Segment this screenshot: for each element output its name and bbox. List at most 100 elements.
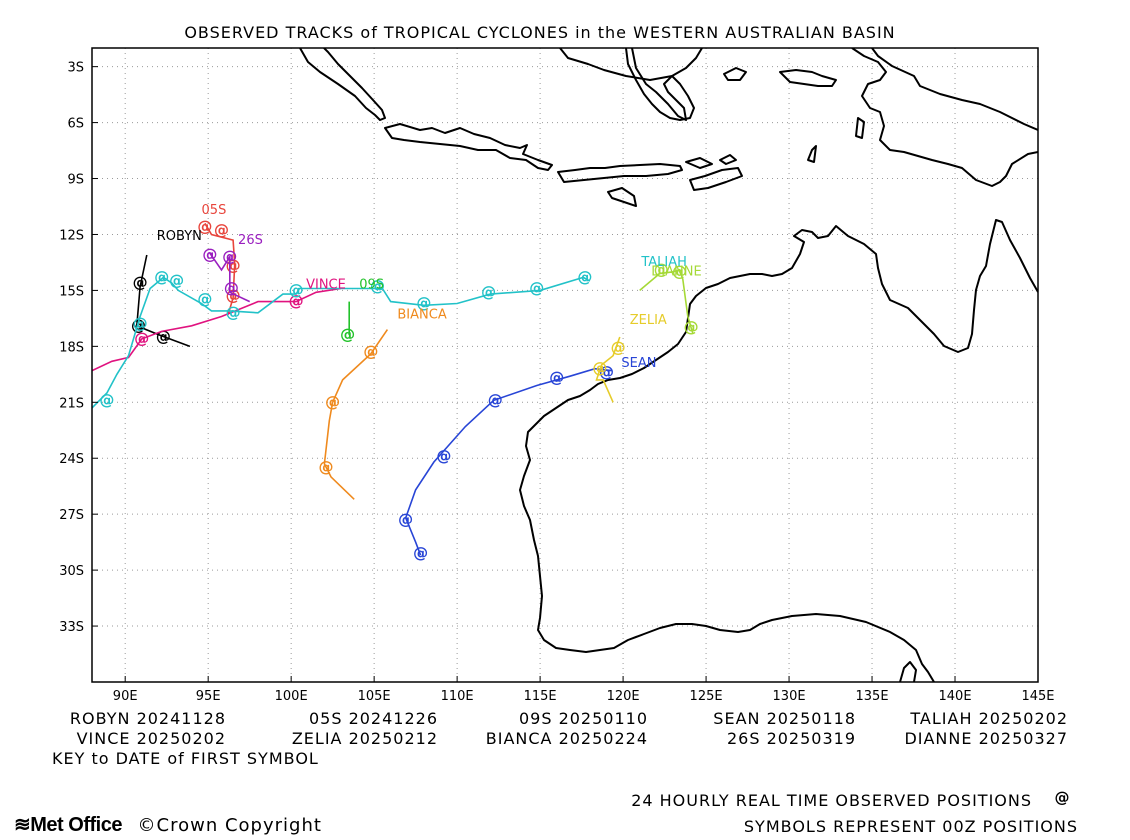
cyclone-position-symbol: @: [413, 544, 428, 562]
cyclone-position-symbol: @: [592, 359, 607, 377]
met-office-logo: ≋Met Office: [14, 814, 122, 836]
legend-entry: 26S 20250319: [727, 729, 856, 748]
cyclone-label-26s: 26S: [238, 233, 263, 248]
legend-first-date: 20250202: [979, 709, 1068, 728]
cyclone-label-zelia: ZELIA: [630, 313, 667, 328]
cyclone-position-symbol: @: [529, 279, 544, 297]
cyclone-position-symbol: @: [214, 221, 229, 239]
cyclone-position-symbol: @: [131, 316, 146, 334]
legend-entry: 09S 20250110: [519, 709, 648, 728]
legend-first-date: 20250212: [349, 729, 438, 748]
coastline-new-guinea: [851, 48, 1038, 187]
cyclone-position-symbol: @: [481, 283, 496, 301]
cyclone-position-symbol: @: [672, 262, 687, 280]
cyclone-label-dianne: DIANNE: [651, 264, 701, 279]
lon-tick-label: 110E: [441, 689, 474, 704]
axis-ticks: 90E 95E 100E 105E 110E 115E 120E 125E 130E 135E 14…: [59, 61, 1054, 704]
lat-tick-label: 6S: [67, 117, 84, 132]
cyclone-position-symbol: @: [154, 268, 169, 286]
legend-cyclone-name: DIANNE: [904, 729, 978, 748]
footer: ≋Met Office ©Crown Copyright: [14, 812, 322, 837]
coastlines: [299, 48, 1038, 682]
legend-entry: SEAN 20250118: [713, 709, 856, 728]
legend-cyclone-name: 09S: [519, 709, 559, 728]
lat-tick-label: 21S: [59, 396, 84, 411]
legend-first-date: 20250319: [767, 729, 856, 748]
legend-cyclone-name: BIANCA: [486, 729, 559, 748]
cyclone-label-09s: 09S: [359, 278, 384, 293]
lat-tick-label: 30S: [59, 564, 84, 579]
copyright-text: Crown Copyright: [156, 815, 322, 836]
cyclone-position-symbol: @: [654, 260, 669, 278]
cyclone-sean: @@@@@@: [398, 363, 614, 562]
legend-entry: TALIAH 20250202: [909, 709, 1068, 728]
legend-cyclone-name: VINCE: [77, 729, 137, 748]
coastline-buru: [723, 67, 747, 81]
positions-note-line2: SYMBOLS REPRESENT 00Z POSITIONS: [744, 817, 1078, 836]
cyclone-position-symbol: @: [436, 447, 451, 465]
lat-tick-label: 12S: [59, 228, 84, 243]
graticule-grid: [92, 48, 1039, 682]
legend-cyclone-name: 26S: [727, 729, 767, 748]
cyclone-position-symbol: @: [611, 339, 626, 357]
coastline-wetar: [719, 154, 737, 165]
cyclone-label-taliah: TALIAH: [640, 255, 687, 270]
coastline-timor-north: [685, 157, 713, 169]
lat-tick-label: 15S: [59, 284, 84, 299]
cyclone-position-symbol: @: [325, 393, 340, 411]
cyclone-position-symbol: @: [289, 292, 304, 310]
cyclone-position-symbol: @: [370, 277, 385, 295]
cyclone-label-robyn: ROBYN: [157, 229, 202, 244]
cyclone-position-symbol: @: [222, 247, 237, 265]
lon-tick-label: 115E: [524, 689, 557, 704]
met-office-wave-icon: ≋: [14, 814, 31, 836]
track-05s: [204, 222, 236, 315]
legend-first-date: 20250224: [559, 729, 648, 748]
legend-entry: ROBYN 20241128: [70, 709, 226, 728]
lon-tick-label: 130E: [773, 689, 806, 704]
track-26s: [209, 252, 251, 303]
coastline-aru: [855, 117, 865, 139]
lat-tick-label: 9S: [67, 173, 84, 188]
legend-first-date: 20250327: [979, 729, 1068, 748]
legend-first-date: 20250202: [137, 729, 226, 748]
coastline-sumatra: [299, 48, 386, 121]
coastline-tanimbar: [807, 145, 817, 163]
legend-entry: DIANNE 20250327: [904, 729, 1068, 748]
lon-tick-label: 100E: [275, 689, 308, 704]
legend-entry: BIANCA 20250224: [486, 729, 648, 748]
cyclone-position-symbol: @: [197, 218, 212, 236]
map-frame: [91, 47, 1039, 683]
cyclone-position-symbol: @: [289, 281, 304, 299]
met-office-logo-text: Met Office: [30, 814, 122, 836]
cyclone-label-05s: 05S: [202, 203, 227, 218]
cyclone-symbol-key-icon: @: [1055, 789, 1070, 807]
lon-tick-label: 125E: [690, 689, 723, 704]
cyclone-position-symbol: @: [319, 458, 334, 476]
track-sean: [404, 367, 612, 556]
track-taliah: [92, 276, 591, 409]
legend-entry: 05S 20241226: [309, 709, 438, 728]
cyclone-position-symbol: @: [134, 329, 149, 347]
legend-entry: VINCE 20250202: [77, 729, 226, 748]
positions-note-line1: 24 HOURLY REAL TIME OBSERVED POSITIONS: [631, 791, 1032, 810]
lat-tick-label: 3S: [67, 61, 84, 76]
cyclone-09s: @: [340, 301, 355, 344]
legend-first-date: 20241128: [137, 709, 226, 728]
lon-tick-label: 90E: [113, 689, 138, 704]
legend-cyclone-name: 05S: [309, 709, 349, 728]
legend-cyclone-name: TALIAH: [909, 709, 978, 728]
coastline-java: [384, 123, 553, 171]
cyclone-zelia: @@: [592, 336, 626, 403]
coastline-flores: [689, 167, 743, 191]
coastline-sulawesi: [625, 48, 695, 121]
cyclone-position-symbol: @: [197, 290, 212, 308]
lat-tick-label: 24S: [59, 452, 84, 467]
lon-tick-label: 145E: [1021, 689, 1054, 704]
cyclone-vince: @@: [92, 287, 342, 372]
legend-first-date: 20241226: [349, 709, 438, 728]
coastline-borneo: [559, 48, 703, 81]
cyclone-position-symbol: @: [488, 391, 503, 409]
track-dianne: [639, 268, 694, 334]
